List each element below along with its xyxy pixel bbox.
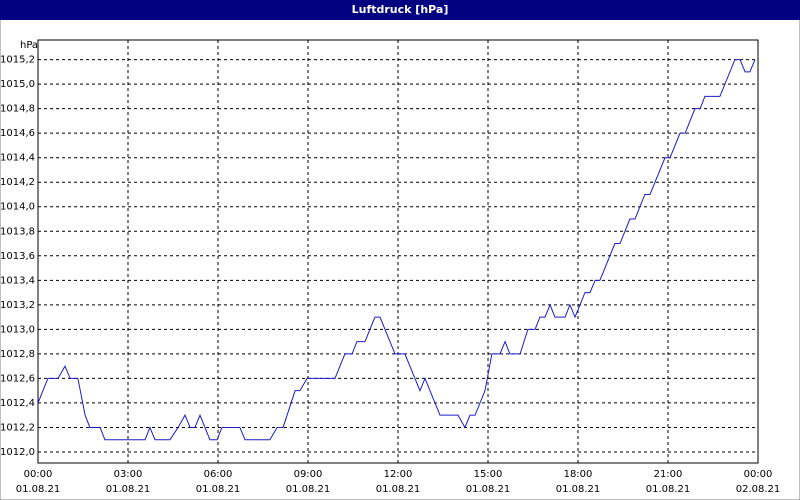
y-tick-label: 1015,2 xyxy=(0,55,35,66)
chart-title: Luftdruck [hPa] xyxy=(352,3,449,16)
y-tick-label: 1014,0 xyxy=(0,202,35,213)
x-tick-label: 21:00 xyxy=(654,469,683,480)
x-tick-label: 18:00 xyxy=(564,469,593,480)
y-tick-label: 1013,6 xyxy=(0,251,35,262)
x-tick-label: 15:00 xyxy=(474,469,503,480)
y-unit-label: hPa xyxy=(20,40,38,51)
x-tick-label: 06:00 xyxy=(204,469,233,480)
y-tick-label: 1014,6 xyxy=(0,128,35,139)
y-tick-label: 1012,8 xyxy=(0,349,35,360)
plot-frame xyxy=(37,39,759,464)
x-tick-date: 01.08.21 xyxy=(196,484,241,495)
x-tick-label: 00:00 xyxy=(744,469,773,480)
y-tick-label: 1012,2 xyxy=(0,422,35,433)
x-tick-date: 01.08.21 xyxy=(376,484,421,495)
x-tick-date: 01.08.21 xyxy=(16,484,61,495)
x-tick-date: 01.08.21 xyxy=(556,484,601,495)
x-tick-label: 12:00 xyxy=(384,469,413,480)
title-bar xyxy=(0,0,800,20)
y-tick-label: 1014,8 xyxy=(0,104,35,115)
x-tick-date: 01.08.21 xyxy=(286,484,331,495)
x-tick-date: 02.08.21 xyxy=(736,484,781,495)
x-tick-date: 01.08.21 xyxy=(106,484,151,495)
y-tick-label: 1014,4 xyxy=(0,153,35,164)
y-tick-label: 1013,4 xyxy=(0,275,35,286)
x-tick-label: 00:00 xyxy=(24,469,53,480)
y-tick-label: 1014,2 xyxy=(0,177,35,188)
y-tick-label: 1013,0 xyxy=(0,324,35,335)
y-tick-label: 1013,2 xyxy=(0,300,35,311)
x-tick-label: 03:00 xyxy=(114,469,143,480)
y-tick-label: 1012,0 xyxy=(0,447,35,458)
y-tick-label: 1015,0 xyxy=(0,79,35,90)
data-line xyxy=(37,59,756,441)
x-tick-date: 01.08.21 xyxy=(466,484,511,495)
y-tick-label: 1013,8 xyxy=(0,226,35,237)
y-tick-label: 1012,6 xyxy=(0,373,35,384)
x-tick-label: 09:00 xyxy=(294,469,323,480)
y-tick-label: 1012,4 xyxy=(0,398,35,409)
x-tick-date: 01.08.21 xyxy=(646,484,691,495)
